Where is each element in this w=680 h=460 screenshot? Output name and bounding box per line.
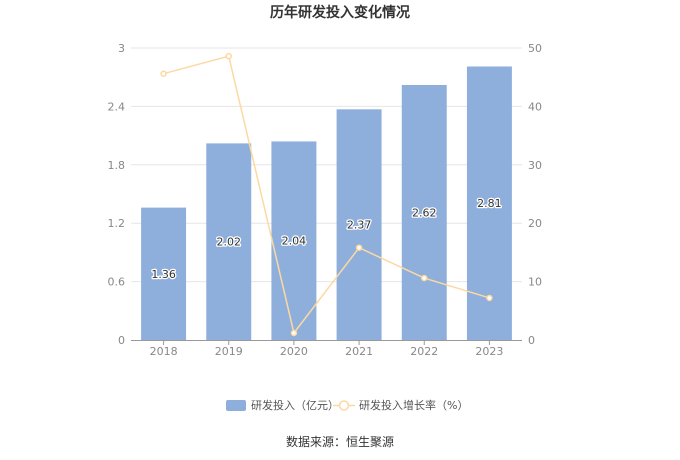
bar-data-label: 2.81 <box>477 197 502 210</box>
growth-rate-point <box>225 52 232 60</box>
legend-label-bar: 研发投入（亿元） <box>251 398 339 412</box>
right-axis-ticks: 0 10 20 30 40 50 <box>528 42 542 347</box>
y-right-tick-label: 30 <box>528 159 542 172</box>
x-tick-label: 2022 <box>410 345 438 358</box>
y-right-tick-label: 20 <box>528 217 542 230</box>
legend-label-line: 研发投入增长率（%） <box>359 398 468 412</box>
x-tick-label: 2021 <box>345 345 373 358</box>
growth-rate-point <box>160 70 167 77</box>
bar-series <box>141 66 512 340</box>
growth-rate-line <box>163 55 490 335</box>
growth-rate-point <box>355 244 363 251</box>
growth-rate-point <box>486 294 493 302</box>
legend-swatch-bar <box>226 400 246 411</box>
chart-title: 历年研发投入变化情况 <box>270 4 410 21</box>
bar-data-label: 2.62 <box>412 206 437 219</box>
bar-data-label: 2.37 <box>347 219 372 232</box>
data-labels: 1.36 2.02 2.04 2.37 2.62 2.81 <box>150 196 503 282</box>
bar <box>336 109 382 340</box>
bar <box>206 143 252 340</box>
y-right-tick-label: 40 <box>528 100 542 113</box>
left-axis-ticks: 0 0.6 1.2 1.8 2.4 3 <box>108 42 126 347</box>
bar <box>271 141 317 340</box>
bar-data-label: 2.02 <box>217 236 242 249</box>
y-left-tick-label: 0 <box>118 334 125 347</box>
y-right-tick-label: 0 <box>528 334 535 347</box>
x-tick-label: 2019 <box>215 345 243 358</box>
y-left-tick-label: 1.8 <box>108 159 126 172</box>
bar <box>141 207 187 340</box>
bar <box>466 66 512 340</box>
growth-rate-point <box>290 329 298 337</box>
line-series <box>160 52 493 337</box>
y-left-tick-label: 1.2 <box>108 217 126 230</box>
y-left-tick-label: 2.4 <box>108 100 126 113</box>
data-source: 数据来源：恒生聚源 <box>286 434 394 449</box>
bar-data-label: 1.36 <box>151 268 176 281</box>
bar <box>401 84 447 340</box>
y-right-tick-label: 50 <box>528 42 542 55</box>
growth-rate-point <box>421 274 428 282</box>
y-left-tick-label: 3 <box>118 42 125 55</box>
x-tick-label: 2018 <box>150 345 178 358</box>
y-left-tick-label: 0.6 <box>108 276 126 289</box>
x-tick-label: 2020 <box>280 345 308 358</box>
legend: 研发投入（亿元） 研发投入增长率（%） <box>226 398 468 412</box>
x-tick-label: 2023 <box>475 345 503 358</box>
bar-data-label: 2.04 <box>282 235 307 248</box>
y-right-tick-label: 10 <box>528 276 542 289</box>
x-axis-ticks: 2018 2019 2020 2021 2022 2023 <box>150 340 503 358</box>
grid-lines <box>131 47 522 283</box>
legend-swatch-marker <box>338 400 350 411</box>
